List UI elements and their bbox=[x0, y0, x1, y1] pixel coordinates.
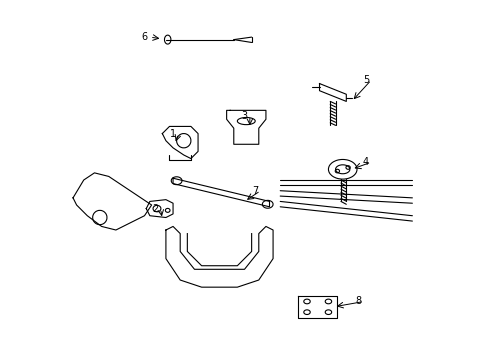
Text: 5: 5 bbox=[362, 75, 368, 85]
Text: 2: 2 bbox=[152, 203, 158, 213]
Text: 1: 1 bbox=[170, 129, 176, 139]
Text: 8: 8 bbox=[355, 296, 361, 306]
Text: 7: 7 bbox=[252, 186, 258, 196]
Text: 6: 6 bbox=[141, 32, 147, 42]
Text: 4: 4 bbox=[362, 157, 368, 167]
Text: 3: 3 bbox=[241, 111, 247, 121]
